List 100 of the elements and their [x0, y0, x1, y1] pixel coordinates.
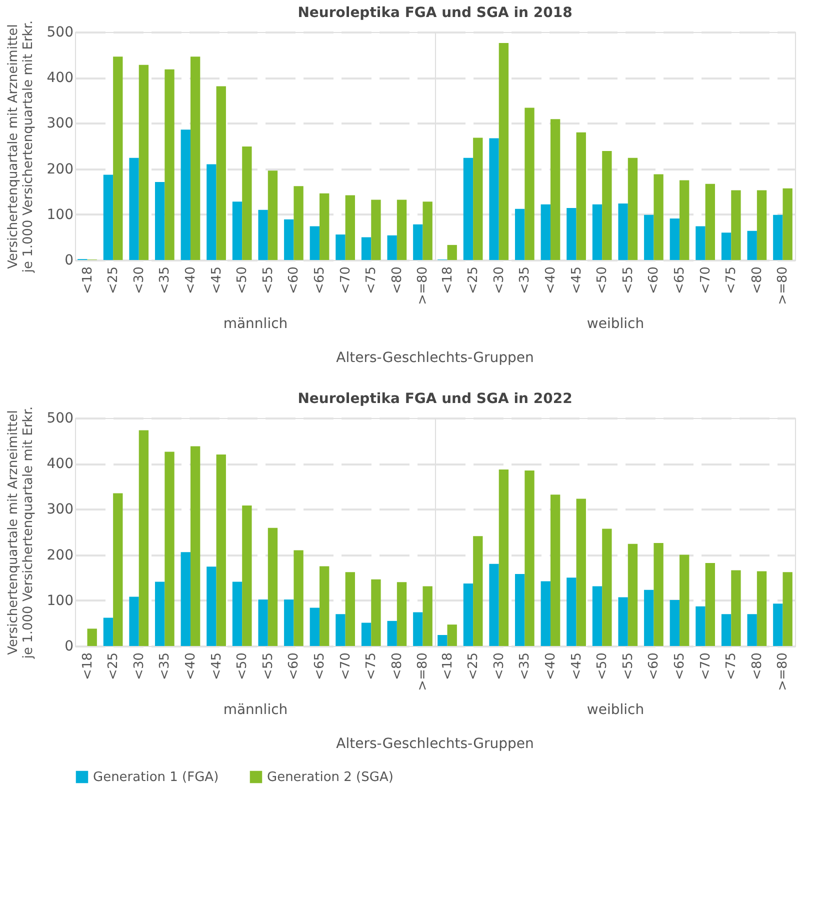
- bar: [473, 138, 483, 260]
- bar: [747, 614, 757, 646]
- bar: [371, 200, 381, 260]
- bar: [489, 138, 499, 260]
- bar: [654, 174, 664, 260]
- bar: [361, 237, 372, 260]
- bar: [463, 158, 474, 260]
- x-tick-label: <50: [235, 652, 250, 680]
- x-tick-label: <40: [183, 266, 198, 294]
- bar: [731, 570, 741, 646]
- x-tick-label: >=80: [416, 266, 431, 305]
- bar: [447, 244, 457, 260]
- y-tick-label: 300: [46, 116, 74, 132]
- bar: [670, 600, 680, 646]
- bar: [670, 218, 680, 260]
- y-axis-title: Versichertenquartale mit Arzneimittel je 1.000 Versichertenquartale mit Erkr.: [6, 406, 36, 660]
- bar: [387, 235, 397, 260]
- bar: [345, 195, 355, 260]
- bar: [644, 214, 654, 260]
- bar: [268, 528, 278, 646]
- bar: [336, 614, 346, 646]
- y-tick-label: 0: [64, 638, 74, 654]
- bar: [680, 180, 690, 260]
- bar: [463, 584, 474, 646]
- bar: [576, 498, 586, 646]
- bar: [155, 182, 165, 260]
- x-tick-label: <50: [235, 266, 250, 294]
- bar: [438, 635, 448, 646]
- bar: [294, 550, 304, 646]
- bar: [696, 226, 706, 260]
- bar: [113, 493, 123, 646]
- x-tick-label: <80: [750, 266, 765, 294]
- bar: [129, 596, 139, 646]
- x-tick-label: <30: [132, 652, 147, 680]
- bar: [654, 542, 664, 646]
- x-tick-label: <30: [492, 652, 507, 680]
- bar: [756, 190, 767, 260]
- x-axis-title: männlich: [223, 316, 288, 332]
- x-tick-label: <45: [209, 652, 224, 680]
- x-tick-label: <80: [750, 652, 765, 680]
- bar: [618, 203, 628, 260]
- y-tick-label: 500: [46, 410, 74, 426]
- bar: [721, 614, 732, 646]
- bar: [524, 108, 534, 260]
- bar: [680, 554, 690, 646]
- x-tick-label: <35: [158, 652, 173, 680]
- y-tick-label: 400: [46, 70, 74, 86]
- bar: [498, 470, 509, 646]
- bar: [396, 200, 407, 260]
- x-tick-label: <50: [595, 266, 610, 294]
- bar: [320, 566, 330, 646]
- bar: [592, 204, 602, 260]
- bar: [258, 599, 268, 646]
- x-tick-label: >=80: [416, 652, 431, 691]
- x-tick-label: <75: [364, 266, 380, 294]
- x-tick-label: <70: [338, 652, 354, 680]
- bar: [232, 202, 242, 260]
- bar: [747, 230, 757, 260]
- bar: [705, 563, 715, 646]
- x-tick-label: <18: [80, 266, 96, 294]
- bar: [473, 536, 483, 646]
- bar: [320, 193, 330, 260]
- bar: [566, 208, 576, 260]
- bar: [524, 470, 534, 646]
- bar: [232, 582, 242, 646]
- bar: [576, 132, 586, 260]
- bar: [336, 234, 346, 260]
- x-tick-label: <55: [260, 652, 276, 680]
- bar: [310, 608, 320, 646]
- x-tick-label: <30: [492, 266, 507, 294]
- x-tick-label: <18: [80, 652, 96, 680]
- x-tick-label: <18: [440, 652, 456, 680]
- bar: [268, 170, 278, 260]
- bar: [190, 446, 200, 646]
- x-tick-label: <80: [390, 266, 405, 294]
- x-tick-label: >=80: [776, 266, 791, 305]
- x-tick-label: <65: [312, 652, 328, 680]
- x-axis-title: männlich: [223, 702, 288, 718]
- bar: [644, 590, 654, 646]
- text: Alters-Geschlechts-Gruppen: [336, 736, 534, 752]
- chart-title: Neuroleptika FGA und SGA in 2022: [298, 391, 572, 407]
- y-tick-label: 400: [46, 456, 74, 472]
- y-tick-label: 100: [46, 592, 74, 609]
- bar: [155, 582, 165, 646]
- x-tick-label: <40: [543, 652, 558, 680]
- bar: [782, 188, 792, 260]
- bar: [138, 64, 149, 260]
- bar: [164, 69, 174, 260]
- bar: [371, 579, 381, 646]
- bar: [129, 158, 139, 260]
- x-tick-label: >=80: [776, 652, 791, 691]
- x-axis-title: weiblich: [586, 316, 644, 332]
- bar: [592, 586, 602, 646]
- bar: [540, 581, 550, 646]
- bar: [396, 582, 407, 646]
- text: Alters-Geschlechts-Gruppen: [336, 350, 534, 366]
- bar: [242, 506, 252, 646]
- bar: [731, 190, 741, 260]
- x-tick-label: <18: [440, 266, 456, 294]
- bar: [782, 572, 792, 646]
